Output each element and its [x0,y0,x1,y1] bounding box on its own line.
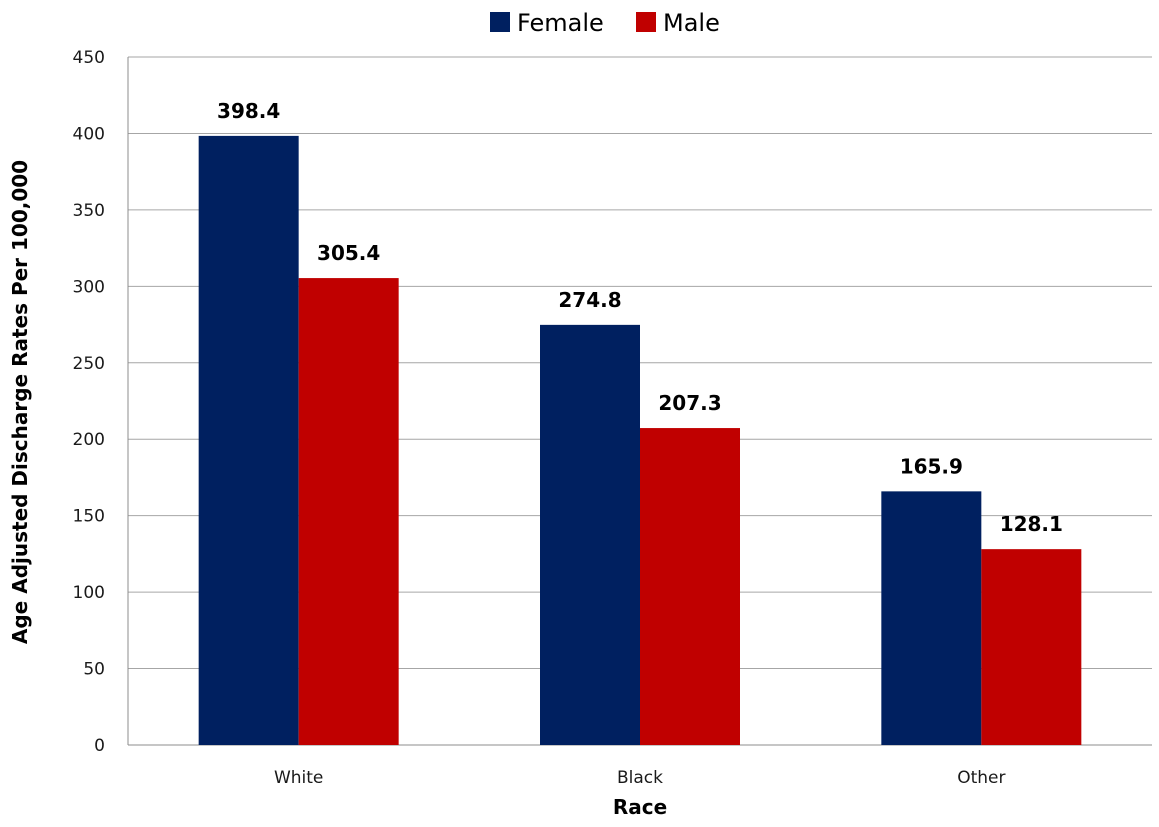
data-label: 207.3 [658,391,721,415]
y-tick-label: 200 [73,430,105,450]
legend-swatch-male [636,12,656,32]
bar-male-other [981,549,1082,745]
y-tick-label: 100 [73,583,105,603]
data-label: 305.4 [317,241,380,265]
bar-female-other [881,491,982,745]
x-axis-ticks: White Black Other [274,768,1006,788]
y-tick-label: 150 [73,507,105,527]
x-tick-label: Other [957,768,1005,788]
x-axis-title: Race [613,795,667,819]
x-tick-label: White [274,768,323,788]
data-label: 398.4 [217,99,280,123]
data-label: 165.9 [900,454,963,478]
y-tick-label: 300 [73,277,105,297]
legend: Female Male [490,9,720,37]
bar-female-black [540,324,640,745]
bars [198,135,1082,745]
bar-male-white [298,278,399,745]
y-tick-label: 450 [73,48,105,68]
y-axis-title: Age Adjusted Discharge Rates Per 100,000 [8,160,32,644]
x-tick-label: Black [617,768,663,788]
legend-swatch-female [490,12,510,32]
data-label: 128.1 [1000,512,1063,536]
y-axis-ticks: 0 50 100 150 200 250 300 350 400 450 [73,48,105,756]
y-tick-label: 50 [83,660,105,680]
y-tick-label: 400 [73,124,105,144]
legend-label-male: Male [663,9,720,37]
y-tick-label: 250 [73,354,105,374]
y-tick-label: 0 [94,736,105,756]
legend-label-female: Female [517,9,604,37]
data-labels: 398.4 305.4 274.8 207.3 165.9 128.1 [217,99,1063,536]
data-label: 274.8 [558,288,621,312]
bar-female-white [198,135,299,745]
y-tick-label: 350 [73,201,105,221]
bar-male-black [640,428,740,745]
